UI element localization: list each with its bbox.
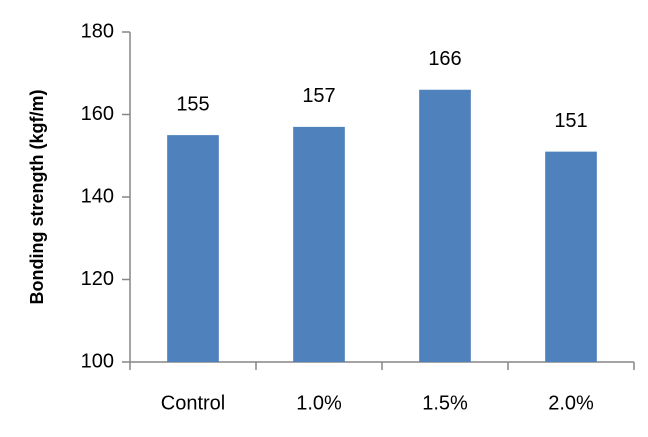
data-label: 157	[302, 85, 335, 107]
y-tick-label: 180	[81, 20, 114, 42]
x-tick-label: 1.0%	[296, 392, 342, 414]
data-label: 155	[176, 93, 209, 115]
y-tick-label: 120	[81, 268, 114, 290]
data-label: 151	[554, 110, 587, 132]
y-tick-label: 160	[81, 103, 114, 125]
y-tick-label: 140	[81, 185, 114, 207]
data-label: 166	[428, 48, 461, 70]
x-tick-label: 2.0%	[548, 392, 594, 414]
bar	[419, 89, 471, 362]
y-axis-label: Bonding strength (kgf/m)	[27, 90, 47, 305]
bar	[167, 135, 219, 362]
bar	[293, 126, 345, 362]
x-tick-label: Control	[161, 392, 225, 414]
y-tick-label: 100	[81, 350, 114, 372]
bar	[545, 151, 597, 362]
x-tick-label: 1.5%	[422, 392, 468, 414]
